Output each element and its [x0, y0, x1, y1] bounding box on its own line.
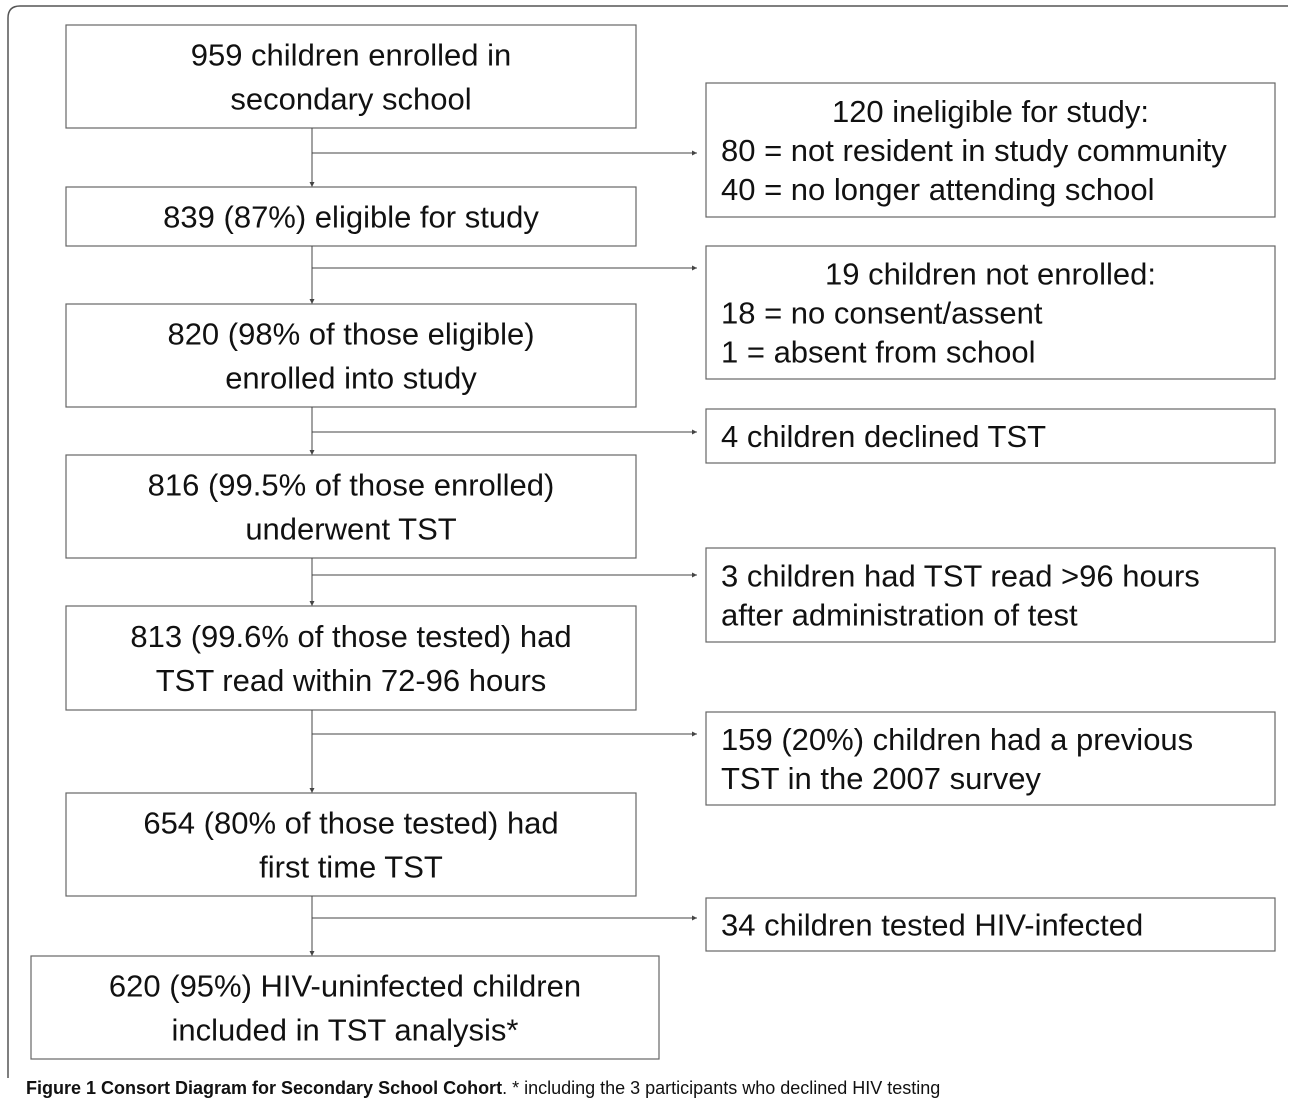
arrowhead: [692, 265, 697, 271]
arrowhead: [692, 731, 697, 737]
arrowhead: [692, 150, 697, 156]
main-box-text: 654 (80% of those tested) had: [143, 806, 558, 841]
main-box-text: 620 (95%) HIV-uninfected children: [109, 969, 581, 1004]
main-box-text: included in TST analysis*: [172, 1013, 519, 1048]
main-box-text: TST read within 72-96 hours: [156, 663, 547, 698]
main-box: [65, 605, 637, 711]
side-box-text: 18 = no consent/assent: [721, 296, 1043, 331]
side-box-text: TST in the 2007 survey: [721, 761, 1041, 796]
main-box-text: first time TST: [259, 850, 443, 885]
main-box-text: enrolled into study: [225, 361, 477, 396]
arrowhead: [309, 951, 315, 956]
main-box-text: 820 (98% of those eligible): [167, 317, 534, 352]
arrowhead: [309, 450, 315, 455]
caption-text: . * including the 3 participants who dec…: [502, 1078, 940, 1098]
arrowhead: [309, 182, 315, 187]
side-box-text: 80 = not resident in study community: [721, 133, 1227, 168]
side-box-text: after administration of test: [721, 598, 1078, 633]
side-box-text: 120 ineligible for study:: [832, 94, 1149, 129]
main-box-text: 959 children enrolled in: [191, 38, 512, 73]
side-box-text: 1 = absent from school: [721, 335, 1035, 370]
main-box-text: 813 (99.6% of those tested) had: [130, 619, 571, 654]
side-box: [705, 897, 1276, 952]
main-box-text: underwent TST: [245, 512, 456, 547]
main-box: [65, 792, 637, 897]
side-box-text: 3 children had TST read >96 hours: [721, 559, 1200, 594]
side-box-text: 19 children not enrolled:: [825, 257, 1156, 292]
side-box-text: 4 children declined TST: [721, 419, 1046, 454]
main-box: [65, 454, 637, 559]
frame: [7, 5, 1288, 1078]
caption: Figure 1 Consort Diagram for Secondary S…: [26, 1078, 940, 1098]
side-box: [705, 711, 1276, 806]
main-box: [65, 24, 637, 129]
main-box: [30, 955, 660, 1060]
arrowhead: [692, 429, 697, 435]
side-box-text: 40 = no longer attending school: [721, 172, 1154, 207]
arrowhead: [309, 601, 315, 606]
main-box-text: 816 (99.5% of those enrolled): [148, 468, 555, 503]
side-box: [705, 408, 1276, 464]
side-box-text: 34 children tested HIV-infected: [721, 908, 1143, 943]
side-box-text: 159 (20%) children had a previous: [721, 722, 1193, 757]
arrowhead: [692, 915, 697, 921]
main-box: [65, 186, 637, 247]
side-box: [705, 82, 1276, 218]
arrowhead: [309, 788, 315, 793]
main-box-text: 839 (87%) eligible for study: [163, 200, 539, 235]
arrowhead: [692, 572, 697, 578]
side-box: [705, 547, 1276, 643]
main-box: [65, 303, 637, 408]
caption-label: Figure 1 Consort Diagram for Secondary S…: [26, 1078, 502, 1098]
arrowhead: [309, 299, 315, 304]
main-box-text: secondary school: [230, 82, 471, 117]
side-box: [705, 245, 1276, 380]
